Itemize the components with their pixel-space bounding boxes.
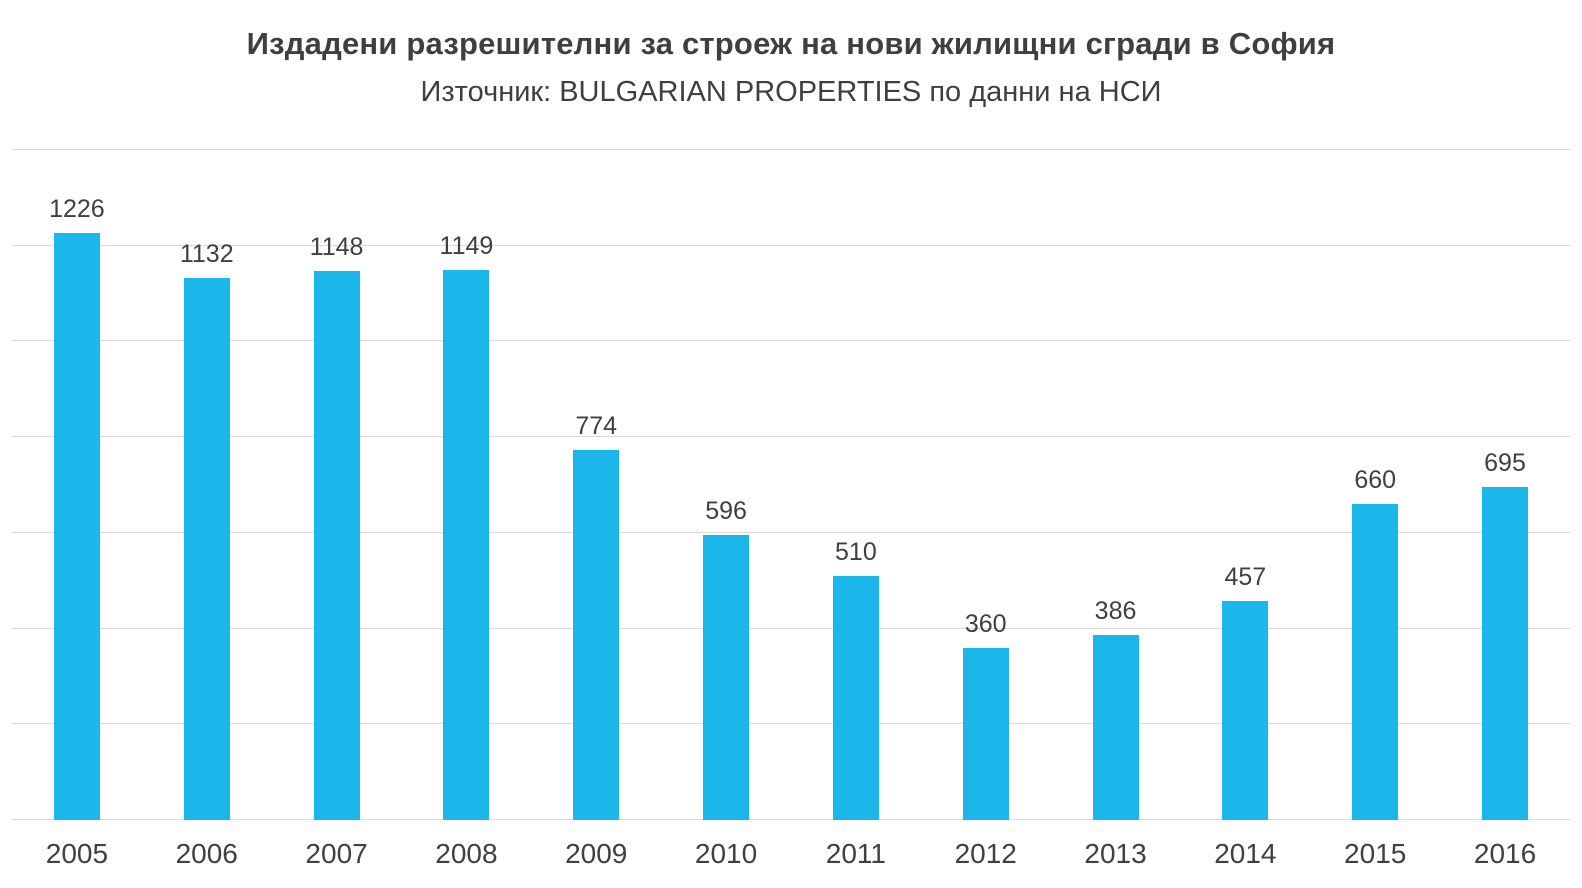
chart-subtitle: Източник: BULGARIAN PROPERTIES по данни … — [420, 76, 1162, 108]
gridline — [12, 340, 1570, 342]
bar-2011 — [832, 575, 879, 820]
bar-value-label: 360 — [964, 609, 1007, 638]
bar-2015 — [1352, 504, 1399, 820]
bar-value-label: 695 — [1484, 449, 1526, 478]
bar-column: 1226 — [12, 150, 142, 820]
bar-column: 360 — [921, 150, 1051, 820]
gridline — [12, 819, 1570, 820]
bar-2009 — [573, 449, 620, 820]
plot-area: 1226 1132 1148 1149 774 596 510 360 386 457 660 695 — [12, 149, 1570, 820]
gridline — [12, 244, 1570, 246]
chart-title: Издадени разрешителни за строеж на нови … — [246, 26, 1336, 61]
bar-column: 596 — [661, 150, 791, 820]
bar-value-label: 1149 — [439, 232, 494, 261]
bar-value-label: 510 — [835, 537, 877, 566]
x-axis-label: 2014 — [1214, 838, 1277, 869]
x-axis-label: 2007 — [305, 838, 368, 869]
gridline — [12, 149, 1570, 150]
bar-value-label: 1148 — [309, 232, 364, 261]
bar-value-label: 1226 — [49, 195, 105, 224]
bar-2013 — [1092, 635, 1139, 820]
bar-2016 — [1482, 487, 1529, 820]
x-axis-label: 2006 — [175, 838, 238, 869]
gridline — [12, 723, 1570, 725]
bar-column: 457 — [1180, 150, 1310, 820]
bar-2014 — [1222, 601, 1269, 820]
bar-2006 — [183, 278, 230, 820]
x-axis: 2005 2006 2007 2008 2009 2010 2011 2012 2013 2014… — [12, 820, 1570, 888]
bar-columns: 1226 1132 1148 1149 774 596 510 360 386 457 660 695 — [12, 150, 1570, 820]
bar-value-label: 774 — [575, 411, 618, 440]
bar-value-label: 660 — [1354, 466, 1397, 495]
bar-column: 386 — [1051, 150, 1181, 820]
bar-column: 1132 — [142, 150, 272, 820]
bar-2007 — [313, 270, 360, 820]
bar-value-label: 386 — [1094, 597, 1137, 626]
bar-value-label: 596 — [705, 496, 747, 525]
bar-column: 774 — [531, 150, 661, 820]
bar-2010 — [703, 534, 750, 820]
x-axis-label: 2009 — [565, 838, 628, 869]
bar-2012 — [962, 647, 1009, 820]
x-axis-label: 2008 — [435, 838, 498, 869]
x-axis-label: 2010 — [694, 838, 758, 869]
x-axis-label: 2005 — [45, 838, 109, 869]
bar-2008 — [443, 270, 490, 820]
gridline — [12, 627, 1570, 629]
x-axis-label: 2015 — [1344, 838, 1407, 869]
bar-column: 695 — [1440, 150, 1570, 820]
bar-value-label: 1132 — [179, 240, 234, 269]
chart-header: Издадени разрешителни за строеж на нови … — [0, 0, 1582, 109]
x-axis-label: 2012 — [954, 838, 1017, 869]
bar-2005 — [53, 233, 100, 820]
bar-column: 1148 — [272, 150, 402, 820]
bar-column: 660 — [1310, 150, 1440, 820]
x-axis-label: 2011 — [825, 838, 886, 869]
bar-value-label: 457 — [1224, 563, 1267, 592]
gridline — [12, 436, 1570, 438]
x-axis-label: 2013 — [1084, 838, 1147, 869]
bar-column: 1149 — [401, 150, 531, 820]
x-axis-label: 2016 — [1473, 838, 1537, 869]
bar-column: 510 — [791, 150, 921, 820]
gridline — [12, 531, 1570, 533]
